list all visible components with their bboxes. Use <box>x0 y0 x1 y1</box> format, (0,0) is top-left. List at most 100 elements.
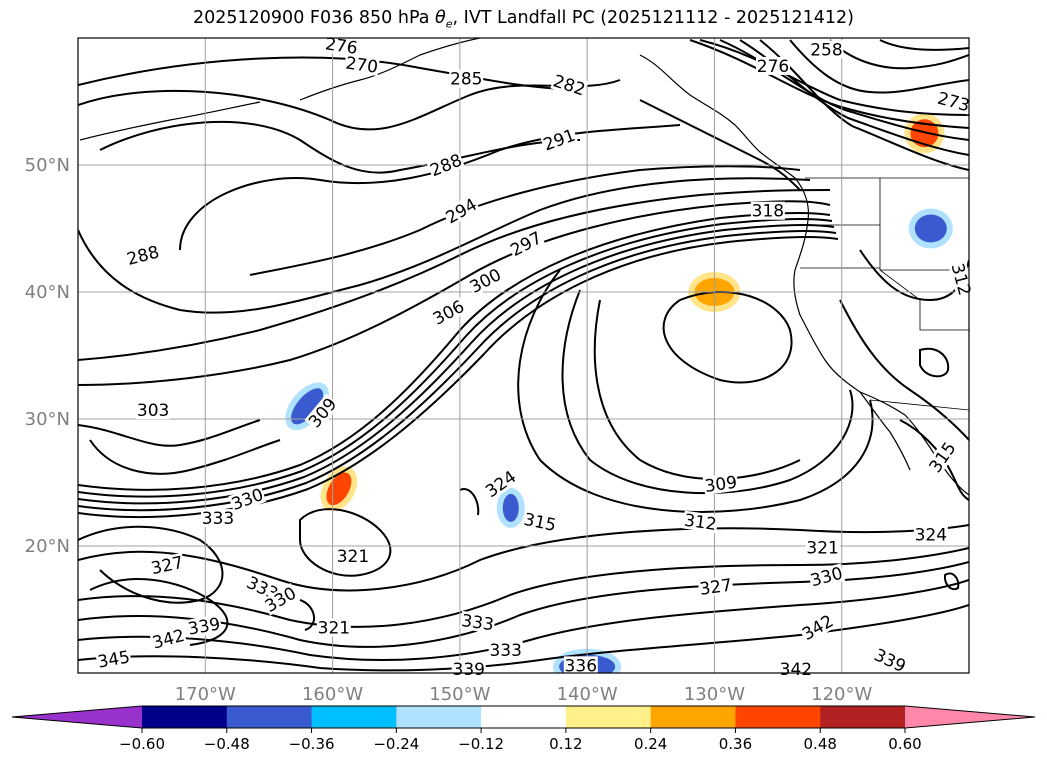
contour-line <box>662 291 793 384</box>
contour-label-bg <box>798 610 837 644</box>
contour-line <box>78 419 261 447</box>
contour-label-bg <box>550 71 589 99</box>
contour-label-bg <box>755 56 790 75</box>
contour-label: 258 <box>809 40 844 60</box>
contour-line <box>99 120 581 174</box>
axis-labels-layer: 170°W 160°W 150°W 140°W 130°W 120°W 20°N 30°N 40… <box>25 155 873 705</box>
theta-symbol: θ <box>435 8 446 28</box>
contour-label-bg <box>136 401 171 420</box>
coastline-layer <box>79 38 969 496</box>
colorbar-extend-high <box>905 706 1035 728</box>
state-border <box>879 269 969 331</box>
colorbar-tick-label: 0.36 <box>719 735 752 753</box>
colorbar-segment <box>226 706 313 728</box>
contour-label-bg <box>488 641 523 660</box>
contour-label-bg <box>697 575 734 598</box>
contour-label-bg <box>228 484 267 514</box>
contour-label-bg <box>925 438 960 477</box>
contour-label-bg <box>913 525 948 544</box>
contour-label-bg <box>335 547 370 566</box>
contour-label-bg <box>261 583 300 616</box>
contour-line <box>78 177 811 314</box>
contour-line <box>78 230 837 512</box>
latitude-label: 20°N <box>25 536 70 557</box>
contour-label-bg <box>95 647 132 671</box>
latitude-label: 40°N <box>25 282 70 303</box>
colorbar-segment <box>565 706 652 728</box>
contour-label-bg <box>809 40 844 59</box>
contour-line <box>78 218 833 498</box>
contour-label: 285 <box>449 69 484 90</box>
contour-label-bg <box>750 201 785 220</box>
contour-label-bg <box>870 644 910 676</box>
contour-label-bg <box>466 264 505 297</box>
theta-subscript: e <box>445 17 453 31</box>
longitude-label: 170°W <box>175 684 236 705</box>
contour-label: 333 <box>459 610 496 635</box>
contour-label-bg <box>426 150 465 180</box>
latitude-label: 50°N <box>25 155 70 176</box>
contour-label: 336 <box>563 656 598 676</box>
contour-line <box>943 572 960 591</box>
us-mexico-border <box>869 399 969 411</box>
contour-label-text: 324 <box>915 526 947 546</box>
contour-label-bg <box>304 393 341 432</box>
contour-label-bg <box>948 260 975 299</box>
contour-line <box>899 419 969 501</box>
contour-label-bg <box>506 227 546 260</box>
contour-label-bg <box>540 125 579 154</box>
contour-line <box>459 488 480 516</box>
title-suffix: , IVT Landfall PC (2025121112 - 20251214… <box>452 8 854 28</box>
ivt-shade-core <box>291 388 324 425</box>
political-borders-layer <box>800 177 969 411</box>
contour-label: 303 <box>136 401 171 421</box>
theta-e-contour-layer <box>78 39 969 672</box>
colorbar-segment <box>481 706 567 728</box>
contour-line <box>839 299 969 441</box>
contour-label-bg <box>441 194 481 228</box>
contour-label-bg <box>807 563 846 590</box>
contour-line <box>699 39 969 116</box>
colorbar-tick-label: −0.60 <box>119 735 165 753</box>
contour-line <box>639 99 801 191</box>
contour-label-text: 318 <box>752 202 784 222</box>
contour-label-text: 336 <box>565 656 597 676</box>
title-prefix: 2025120900 F036 850 hPa <box>192 8 436 28</box>
contour-label: 321 <box>316 618 351 638</box>
colorbar-tick-label: −0.36 <box>289 735 335 753</box>
contour-label-bg <box>481 466 520 501</box>
longitude-label: 150°W <box>429 684 490 705</box>
colorbar-tick-label: −0.24 <box>373 735 419 753</box>
contour-line <box>299 599 315 631</box>
contour-line <box>78 604 969 672</box>
contour-label-bg <box>185 614 223 638</box>
contour-line <box>78 56 581 91</box>
contour-label: 276 <box>755 56 790 77</box>
contour-label: 270 <box>343 53 380 78</box>
colorbar-tick-label: 0.12 <box>549 735 582 753</box>
contour-label-bg <box>323 34 360 57</box>
colorbar-segment <box>735 706 821 728</box>
colorbar-tick-label: 0.60 <box>888 735 921 753</box>
longitude-label: 120°W <box>811 684 872 705</box>
contour-label-text: 321 <box>318 618 350 638</box>
contour-label-bg <box>682 510 719 534</box>
contour-label-text: 339 <box>453 660 485 680</box>
contour-label: 318 <box>750 201 785 222</box>
contour-line <box>879 39 969 51</box>
contour-label: 339 <box>451 660 486 680</box>
contour-label: 333 <box>201 509 236 529</box>
colorbar-segment <box>311 706 397 728</box>
contour-label: 309 <box>702 472 739 497</box>
contour-line <box>517 269 874 513</box>
longitude-label: 130°W <box>684 684 745 705</box>
contour-label-bg <box>702 472 739 496</box>
contour-label-text: 333 <box>460 611 495 635</box>
colorbar-tick-label: −0.12 <box>458 735 504 753</box>
colorbar-segment <box>396 706 482 728</box>
contour-label-text: 276 <box>757 57 789 77</box>
colorbar-tick-label: 0.24 <box>634 735 667 753</box>
contour-line <box>593 299 801 480</box>
contour-label-text: 342 <box>780 660 812 680</box>
contour-line <box>689 39 969 129</box>
